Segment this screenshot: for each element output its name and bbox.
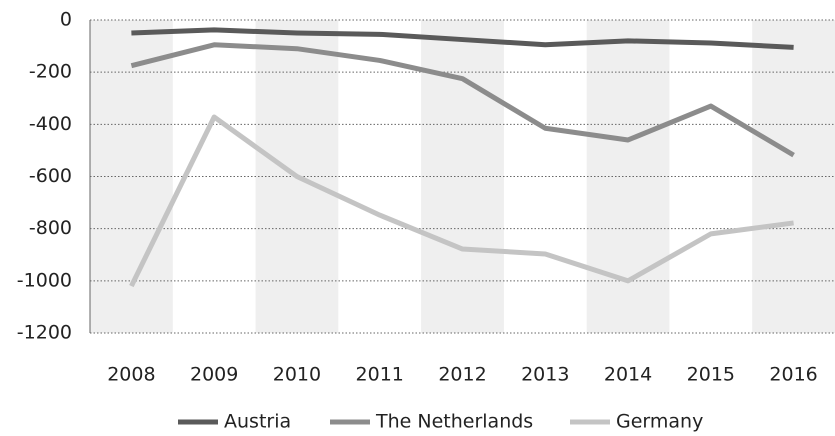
legend-label: Austria: [224, 411, 291, 433]
y-tick-label: 0: [60, 9, 72, 31]
y-tick-label: -1200: [17, 322, 72, 344]
x-tick-label: 2013: [521, 364, 569, 386]
x-tick-label: 2012: [438, 364, 486, 386]
x-tick-label: 2016: [769, 364, 817, 386]
line: [131, 27, 794, 50]
y-tick-label: -400: [29, 113, 72, 135]
x-tick-label: 2015: [687, 364, 735, 386]
legend-label: Germany: [616, 411, 703, 433]
y-tick-label: -800: [29, 217, 72, 239]
y-tick-label: -1000: [17, 269, 72, 291]
x-tick-label: 2008: [107, 364, 155, 386]
y-tick-label: -600: [29, 165, 72, 187]
x-tick-label: 2009: [190, 364, 238, 386]
legend-label: The Netherlands: [375, 411, 533, 433]
line: [129, 114, 794, 288]
x-tick-label: 2014: [604, 364, 652, 386]
y-tick-label: -200: [29, 61, 72, 83]
x-tick-label: 2011: [356, 364, 404, 386]
line: [130, 42, 795, 158]
x-tick-label: 2010: [273, 364, 321, 386]
